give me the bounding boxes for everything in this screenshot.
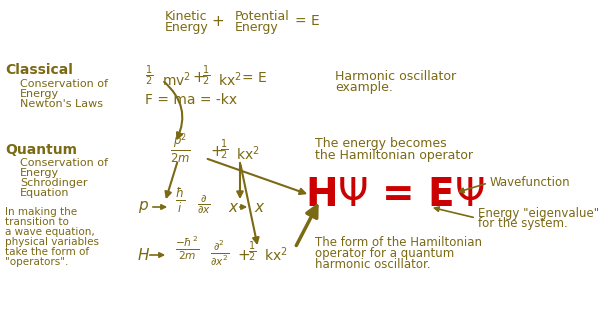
Text: operator for a quantum: operator for a quantum <box>315 248 454 260</box>
Text: Schrodinger: Schrodinger <box>20 178 88 188</box>
Text: mv$^{\mathregular{2}}$: mv$^{\mathregular{2}}$ <box>162 71 191 89</box>
Text: In making the: In making the <box>5 207 77 217</box>
Text: x: x <box>228 200 237 214</box>
Text: kx$^{\mathregular{2}}$: kx$^{\mathregular{2}}$ <box>264 246 288 264</box>
Text: $\frac{1}{2}$: $\frac{1}{2}$ <box>145 64 153 88</box>
Text: a wave equation,: a wave equation, <box>5 227 95 237</box>
Text: for the system.: for the system. <box>478 217 568 230</box>
Text: kx$^{\mathregular{2}}$: kx$^{\mathregular{2}}$ <box>218 71 242 89</box>
Text: Harmonic oscillator: Harmonic oscillator <box>335 70 456 83</box>
Text: Wavefunction: Wavefunction <box>490 176 570 190</box>
Text: $\frac{1}{2}$: $\frac{1}{2}$ <box>202 64 210 88</box>
Text: The form of the Hamiltonian: The form of the Hamiltonian <box>315 237 482 250</box>
Text: $p$: $p$ <box>138 199 149 215</box>
Text: The energy becomes: The energy becomes <box>315 136 447 150</box>
Text: Energy: Energy <box>235 20 279 34</box>
Text: transition to: transition to <box>5 217 69 227</box>
Text: +: + <box>212 13 224 29</box>
Text: "operators".: "operators". <box>5 257 69 267</box>
Text: H: H <box>138 248 150 262</box>
Text: $\frac{\partial}{\partial x}$: $\frac{\partial}{\partial x}$ <box>197 194 211 216</box>
Text: x: x <box>254 200 263 214</box>
Text: Energy "eigenvalue": Energy "eigenvalue" <box>478 207 599 219</box>
Text: +: + <box>210 144 223 160</box>
Text: Energy: Energy <box>165 20 209 34</box>
Text: take the form of: take the form of <box>5 247 89 257</box>
Text: $\frac{1}{2}$: $\frac{1}{2}$ <box>220 138 228 162</box>
Text: $\frac{\hbar}{i}$: $\frac{\hbar}{i}$ <box>175 185 185 215</box>
Text: example.: example. <box>335 82 393 94</box>
Text: $\frac{p^2}{2m}$: $\frac{p^2}{2m}$ <box>170 131 191 165</box>
Text: harmonic oscillator.: harmonic oscillator. <box>315 258 431 271</box>
Text: H$\Psi$ = E$\Psi$: H$\Psi$ = E$\Psi$ <box>305 176 484 214</box>
Text: $\frac{\partial^2}{\partial x^2}$: $\frac{\partial^2}{\partial x^2}$ <box>210 238 230 268</box>
Text: Conservation of: Conservation of <box>20 79 108 89</box>
Text: the Hamiltonian operator: the Hamiltonian operator <box>315 149 473 162</box>
Text: Kinetic: Kinetic <box>165 9 207 23</box>
Text: physical variables: physical variables <box>5 237 99 247</box>
Text: +: + <box>237 248 250 262</box>
Text: Energy: Energy <box>20 168 59 178</box>
Text: Energy: Energy <box>20 89 59 99</box>
Text: Newton's Laws: Newton's Laws <box>20 99 103 109</box>
Text: Quantum: Quantum <box>5 143 77 157</box>
Text: = E: = E <box>295 14 320 28</box>
Text: Potential: Potential <box>235 9 290 23</box>
Text: $\frac{-\hbar^2}{2m}$: $\frac{-\hbar^2}{2m}$ <box>175 234 200 262</box>
Text: kx$^{\mathregular{2}}$: kx$^{\mathregular{2}}$ <box>236 145 260 163</box>
Text: F = ma = -kx: F = ma = -kx <box>145 93 237 107</box>
Text: +: + <box>192 71 205 85</box>
Text: $\frac{1}{2}$: $\frac{1}{2}$ <box>248 240 256 264</box>
Text: = E: = E <box>242 71 267 85</box>
Text: Classical: Classical <box>5 63 73 77</box>
Text: Equation: Equation <box>20 188 70 198</box>
Text: Conservation of: Conservation of <box>20 158 108 168</box>
